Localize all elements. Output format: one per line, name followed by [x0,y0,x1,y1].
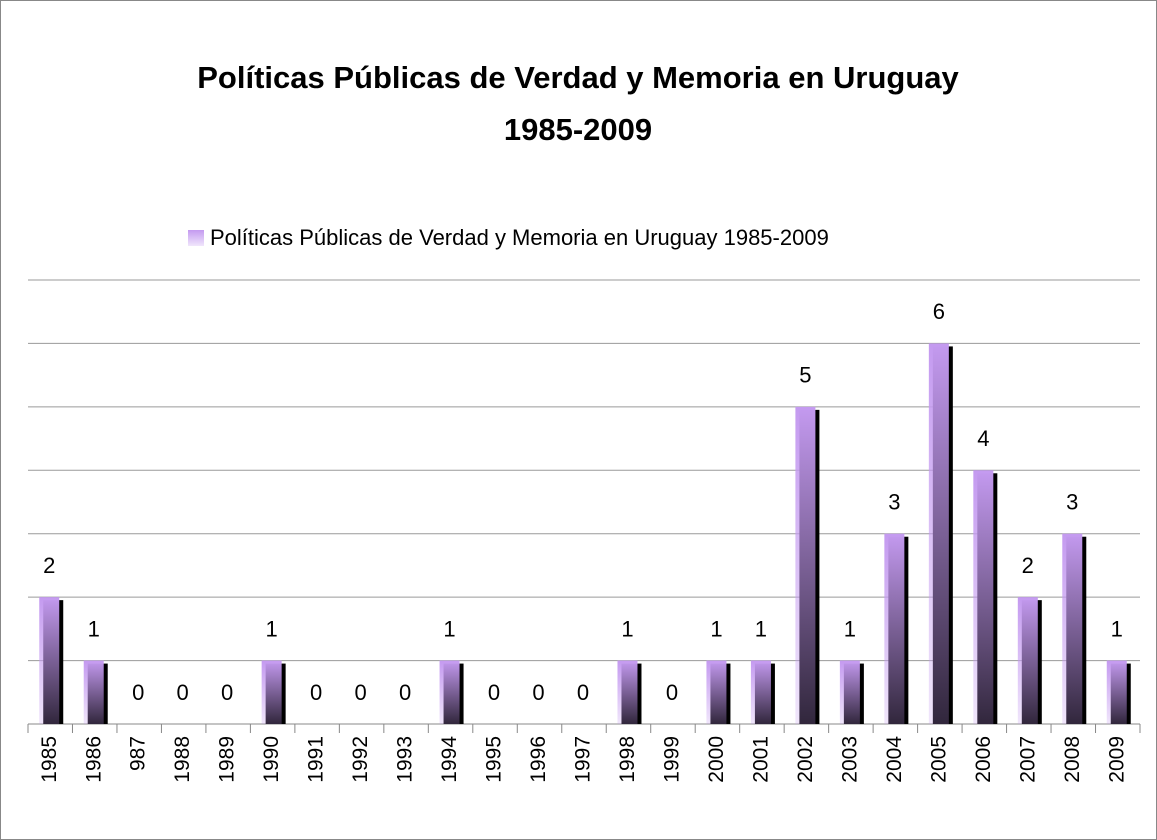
bar [750,660,771,724]
x-tick-label: 1992 [349,736,372,783]
x-tick-label: 1986 [82,736,105,783]
x-tick-label: 1989 [216,736,239,783]
data-label: 1 [621,616,633,641]
x-tick-label: 2005 [927,736,950,783]
data-label: 0 [666,680,678,705]
x-tick-label: 2004 [883,736,906,783]
data-label: 5 [799,363,811,388]
bar [973,470,994,724]
data-label: 0 [399,680,411,705]
legend: Políticas Públicas de Verdad y Memoria e… [188,225,829,250]
x-tick-label: 1985 [38,736,61,783]
bar [617,660,638,724]
data-label: 1 [88,616,100,641]
x-tick-label: 1993 [394,736,417,783]
data-label: 1 [710,616,722,641]
x-tick-label: 1988 [171,736,194,783]
data-label: 2 [1022,553,1034,578]
data-label: 0 [532,680,544,705]
x-tick-label: 1998 [616,736,639,783]
data-label: 0 [577,680,589,705]
bar [839,660,860,724]
x-tick-label: 2008 [1061,736,1084,783]
data-label: 0 [177,680,189,705]
legend-label: Políticas Públicas de Verdad y Memoria e… [210,225,829,250]
chart-title: Políticas Públicas de Verdad y Memoria e… [197,60,959,95]
x-tick-label: 1991 [305,736,328,783]
x-tick-label: 1999 [661,736,684,783]
x-tick-label: 1994 [438,736,461,783]
bar [83,660,104,724]
bar [928,343,949,724]
bar [795,406,816,724]
bar [1017,597,1038,724]
data-label: 1 [844,616,856,641]
data-label: 0 [310,680,322,705]
x-tick-label: 2001 [749,736,772,783]
data-label: 6 [933,299,945,324]
bar [439,660,460,724]
x-tick-label: 1997 [572,736,595,783]
data-label: 0 [132,680,144,705]
bar [1062,533,1083,724]
bar [261,660,282,724]
x-tick-label: 987 [127,736,150,771]
data-label: 0 [354,680,366,705]
x-tick-label: 2003 [838,736,861,783]
bar [1106,660,1127,724]
x-tick-label: 2009 [1105,736,1128,783]
data-label: 1 [1111,616,1123,641]
bar [39,597,60,724]
bar [706,660,727,724]
x-tick-label: 1996 [527,736,550,783]
data-label: 0 [488,680,500,705]
x-tick-label: 2000 [705,736,728,783]
data-label: 0 [221,680,233,705]
data-label: 3 [888,490,900,515]
x-tick-label: 1990 [260,736,283,783]
x-tick-label: 2006 [972,736,995,783]
x-tick-label: 2002 [794,736,817,783]
chart-title: 1985-2009 [504,112,652,147]
legend-swatch [188,230,204,246]
data-label: 3 [1066,490,1078,515]
x-tick-label: 1995 [483,736,506,783]
data-label: 1 [443,616,455,641]
data-label: 2 [43,553,55,578]
data-label: 4 [977,426,989,451]
bar [884,533,905,724]
data-label: 1 [755,616,767,641]
data-label: 1 [266,616,278,641]
x-tick-label: 2007 [1016,736,1039,783]
